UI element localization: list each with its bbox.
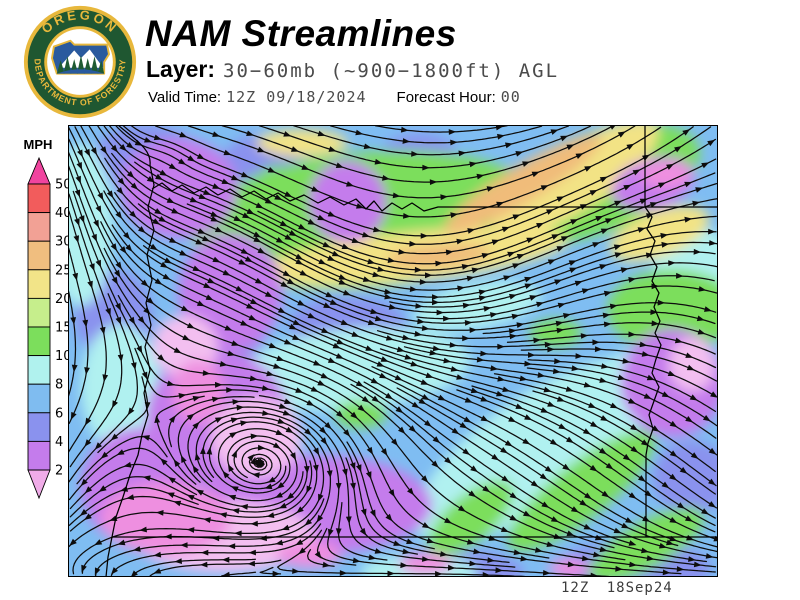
forecast-hour-label: Forecast Hour: (396, 89, 496, 106)
legend-segment (27, 183, 51, 214)
state-borders (105, 125, 718, 577)
legend-segment (27, 355, 51, 385)
legend-segment (27, 240, 51, 271)
legend-tick-label: 2 (55, 464, 63, 479)
legend-segment (27, 212, 51, 242)
foreground-hill-graphic (56, 69, 105, 74)
legend-unit-label: MPH (23, 137, 53, 152)
legend-segment (27, 440, 51, 471)
legend-tick-label: 15 (55, 321, 72, 336)
streamlines-layer (68, 125, 718, 577)
odf-logo: OREGON DEPARTMENT OF FORESTRY (23, 5, 137, 119)
page-title: NAM Streamlines (145, 13, 457, 54)
legend-tick-label: 6 (55, 406, 63, 421)
legend-segment (27, 326, 51, 357)
legend-tick-label: 10 (55, 349, 72, 364)
layer-value: 30−60mb (~900−1800ft) AGL (223, 60, 560, 82)
legend-above-max-arrow (27, 156, 51, 185)
wind-speed-shading (68, 125, 718, 577)
streamline-map (68, 125, 718, 577)
legend-tick-label: 8 (55, 378, 63, 393)
valid-time-label: Valid Time: (148, 89, 222, 106)
legend-segment (27, 383, 51, 414)
layer-row: Layer: 30−60mb (~900−1800ft) AGL (146, 56, 559, 83)
legend-tick-label: 4 (55, 435, 63, 450)
legend-below-min-arrow (27, 469, 51, 500)
valid-time-value: 12Z 09/18/2024 (226, 88, 367, 106)
forecast-hour-value: 00 (500, 88, 521, 106)
legend-segment (27, 297, 51, 328)
map-frame (68, 125, 718, 577)
time-row: Valid Time: 12Z 09/18/2024 Forecast Hour: 0… (148, 88, 521, 106)
layer-label: Layer: (146, 56, 216, 82)
legend-segment (27, 269, 51, 299)
map-timestamp: 12Z 18Sep24 (561, 580, 673, 596)
legend-segment (27, 412, 51, 442)
